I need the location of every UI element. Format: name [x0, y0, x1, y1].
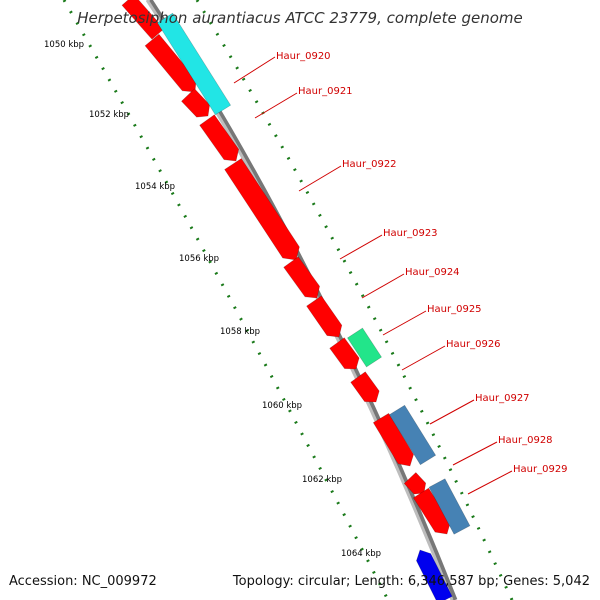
leader-haur-0924 — [361, 273, 405, 299]
gene-feature-red-12 — [412, 487, 451, 535]
gene-feature-red-11 — [403, 472, 427, 495]
gene-feature-cyan — [156, 12, 232, 116]
gene-label-haur-0925: Haur_0925 — [427, 304, 482, 315]
map-title: Herpetosiphon aurantiacus ATCC 23779, co… — [77, 9, 523, 27]
scale-label-1056: 1056 kbp — [179, 254, 219, 264]
scale-labels: 1050 kbp 1052 kbp 1054 kbp 1056 kbp 1058… — [44, 40, 381, 559]
gene-label-haur-0922: Haur_0922 — [342, 159, 397, 170]
gene-feature-red-10 — [372, 412, 414, 467]
leader-haur-0921 — [254, 92, 298, 119]
gene-label-haur-0927: Haur_0927 — [475, 393, 530, 404]
gene-features — [121, 0, 471, 600]
leader-haur-0920 — [233, 56, 276, 84]
gene-feature-red-4 — [199, 114, 240, 162]
gene-label-haur-0921: Haur_0921 — [298, 86, 353, 97]
gene-labels: Haur_0920 Haur_0921 Haur_0922 Haur_0923 … — [276, 51, 568, 475]
gene-label-haur-0929: Haur_0929 — [513, 464, 568, 475]
gene-label-haur-0920: Haur_0920 — [276, 51, 331, 62]
gene-label-haur-0928: Haur_0928 — [498, 435, 553, 446]
scale-dots-outer — [195, 0, 514, 600]
scale-label-1050: 1050 kbp — [44, 40, 84, 50]
leader-haur-0928 — [452, 441, 498, 466]
gene-feature-steel-2 — [428, 478, 471, 535]
gene-feature-red-8 — [329, 337, 360, 370]
scale-label-1058: 1058 kbp — [220, 327, 260, 337]
gene-feature-green — [347, 327, 382, 368]
leader-haur-0922 — [298, 165, 342, 192]
scale-label-1064: 1064 kbp — [341, 549, 381, 559]
gene-feature-red-2 — [144, 33, 197, 93]
gene-feature-red-3 — [181, 88, 211, 118]
leader-haur-0929 — [467, 470, 513, 495]
gene-feature-blue — [416, 549, 453, 600]
gene-feature-red-6 — [283, 256, 320, 299]
gene-label-haur-0926: Haur_0926 — [446, 339, 501, 350]
scale-label-1054: 1054 kbp — [135, 182, 175, 192]
accession-text: Accession: NC_009972 — [9, 574, 157, 589]
gene-label-leaders — [233, 56, 513, 495]
leader-haur-0923 — [339, 234, 383, 260]
leader-haur-0927 — [429, 399, 475, 425]
gene-feature-steel-1 — [388, 404, 437, 466]
scale-label-1060: 1060 kbp — [262, 401, 302, 411]
leader-haur-0925 — [382, 310, 427, 336]
scale-label-1062: 1062 kbp — [302, 475, 342, 485]
genome-summary-text: Topology: circular; Length: 6,346,587 bp… — [232, 574, 590, 589]
gene-feature-red-9 — [350, 371, 380, 403]
gene-feature-red-5 — [224, 158, 300, 261]
gene-label-haur-0924: Haur_0924 — [405, 267, 460, 278]
scale-label-1052: 1052 kbp — [89, 110, 129, 120]
gene-feature-red-7 — [306, 295, 343, 338]
gene-label-haur-0923: Haur_0923 — [383, 228, 438, 239]
leader-haur-0926 — [401, 345, 446, 371]
